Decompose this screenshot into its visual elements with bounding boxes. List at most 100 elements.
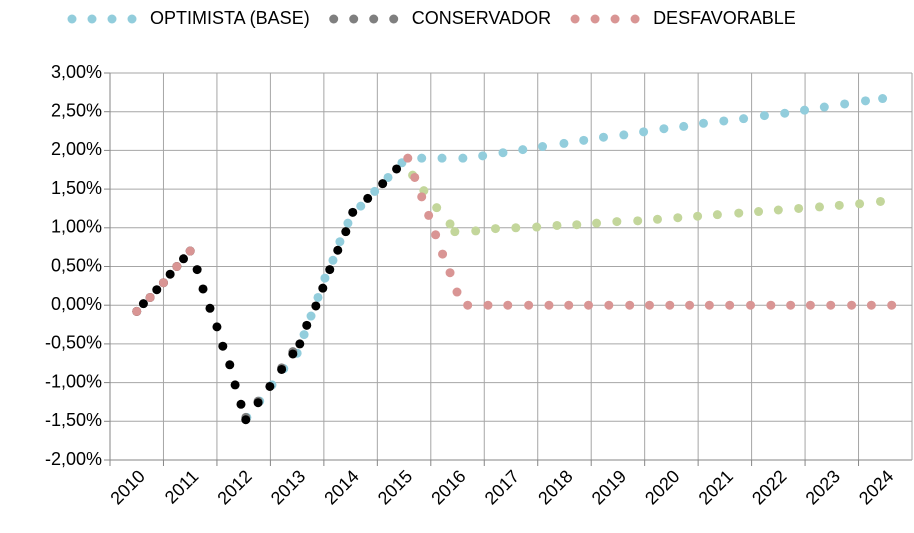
point: [403, 153, 413, 163]
point: [887, 300, 897, 310]
legend-marker: [329, 14, 339, 24]
y-tick-label: 2,50%: [51, 100, 102, 120]
point: [559, 138, 569, 148]
point: [417, 192, 427, 202]
point: [370, 186, 380, 196]
point: [866, 300, 876, 310]
legend-label: OPTIMISTA (BASE): [150, 8, 310, 28]
legend-marker: [389, 14, 399, 24]
point: [437, 153, 447, 163]
point: [299, 330, 309, 340]
point: [424, 210, 434, 220]
legend-marker: [107, 14, 117, 24]
point: [794, 203, 804, 213]
legend-marker: [369, 14, 379, 24]
point: [306, 311, 316, 321]
point: [592, 218, 602, 228]
y-tick-label: 1,50%: [51, 178, 102, 198]
point: [471, 226, 481, 236]
point: [746, 300, 756, 310]
point: [158, 278, 168, 288]
point: [498, 148, 508, 158]
point: [847, 300, 857, 310]
point: [145, 292, 155, 302]
point: [325, 265, 335, 275]
point: [679, 121, 689, 131]
point: [875, 196, 885, 206]
point: [218, 341, 228, 351]
point: [766, 300, 776, 310]
point: [478, 151, 488, 161]
legend-marker: [630, 14, 640, 24]
point: [518, 145, 528, 155]
point: [343, 218, 353, 228]
point: [490, 224, 500, 234]
point: [685, 300, 695, 310]
point: [450, 227, 460, 237]
point: [693, 211, 703, 221]
y-tick-label: -1,00%: [45, 371, 102, 391]
point: [452, 287, 462, 297]
series: [408, 170, 885, 237]
point: [878, 94, 888, 104]
point: [625, 300, 635, 310]
point: [826, 300, 836, 310]
point: [313, 292, 323, 302]
point: [328, 255, 338, 265]
legend-marker: [67, 14, 77, 24]
point: [333, 245, 343, 255]
point: [392, 164, 402, 174]
x-tick-label: 2016: [427, 466, 469, 508]
point: [378, 179, 388, 189]
x-tick-label: 2014: [320, 466, 362, 508]
point: [341, 227, 351, 237]
y-tick-label: 0,00%: [51, 294, 102, 314]
point: [633, 216, 643, 226]
point: [363, 193, 373, 203]
legend-label: DESFAVORABLE: [653, 8, 796, 28]
point: [348, 207, 358, 217]
point: [445, 219, 455, 229]
point: [840, 99, 850, 109]
point: [320, 273, 330, 283]
point: [639, 127, 649, 137]
point: [302, 320, 312, 330]
x-tick-label: 2018: [534, 466, 576, 508]
series: [132, 153, 897, 316]
x-tick-label: 2011: [161, 466, 203, 508]
point: [185, 246, 195, 256]
point: [712, 210, 722, 220]
point: [665, 300, 675, 310]
point: [815, 202, 825, 212]
x-tick-label: 2022: [748, 466, 790, 508]
point: [483, 300, 493, 310]
point: [644, 300, 654, 310]
point: [552, 220, 562, 230]
point: [265, 381, 275, 391]
point: [564, 300, 574, 310]
point: [318, 283, 328, 293]
x-tick-label: 2019: [588, 466, 630, 508]
point: [698, 118, 708, 128]
point: [544, 300, 554, 310]
point: [225, 360, 235, 370]
point: [780, 108, 790, 118]
y-tick-label: -0,50%: [45, 333, 102, 353]
point: [511, 223, 521, 233]
point: [704, 300, 714, 310]
point: [192, 265, 202, 275]
point: [652, 214, 662, 224]
point: [383, 172, 393, 182]
y-tick-label: 1,00%: [51, 217, 102, 237]
x-tick-label: 2013: [267, 466, 309, 508]
point: [604, 300, 614, 310]
y-tick-label: 2,00%: [51, 139, 102, 159]
point: [311, 301, 321, 311]
point: [579, 135, 589, 145]
x-tick-label: 2010: [106, 466, 148, 508]
y-tick-label: 0,50%: [51, 255, 102, 275]
point: [463, 300, 473, 310]
point: [431, 230, 441, 240]
point: [432, 203, 442, 213]
